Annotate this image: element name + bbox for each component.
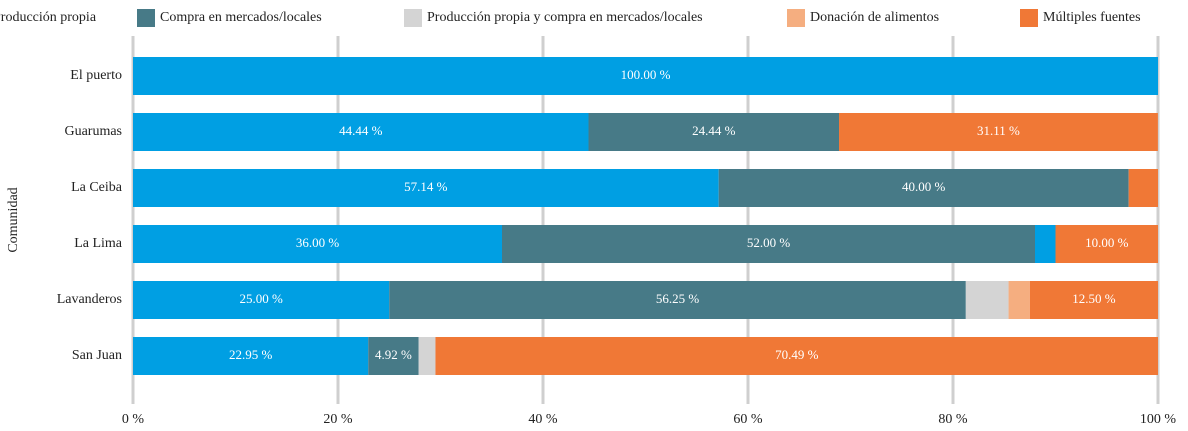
legend-swatch [1020,9,1038,27]
bar-segment [1128,169,1158,207]
y-tick-label: Lavanderos [57,292,122,307]
y-tick-label: La Lima [74,236,123,251]
x-tick-label: 0 % [122,412,145,427]
value-label: 40.00 % [902,179,946,194]
x-tick-label: 60 % [733,412,763,427]
legend-label: Donación de alimentos [810,10,939,25]
x-tick-label: 40 % [528,412,558,427]
bar-segment [389,281,966,319]
y-axis-label: Comunidad [6,187,21,252]
y-tick-label: La Ceiba [71,180,123,195]
bar-segment [1008,281,1030,319]
bar-segment [133,337,369,375]
bar-segment [368,337,419,375]
value-label: 24.44 % [692,123,736,138]
legend-swatch [787,9,805,27]
x-tick-label: 100 % [1140,412,1177,427]
bar-segment [133,281,390,319]
bar-segment [588,113,840,151]
legend-swatch [137,9,155,27]
y-tick-label: El puerto [70,68,122,83]
bar-segment [1055,225,1158,263]
bar-segment [502,225,1035,263]
value-label: 100.00 % [621,67,671,82]
value-label: 57.14 % [404,179,448,194]
value-label: 56.25 % [656,291,700,306]
value-label: 22.95 % [229,347,273,362]
legend-label: Producción propia y compra en mercados/l… [427,10,703,25]
bar-segment [133,113,589,151]
value-label: 12.50 % [1072,291,1116,306]
bar-segment [418,337,436,375]
legend-swatch [404,9,422,27]
bar-segment [718,169,1129,207]
value-label: 36.00 % [296,235,340,250]
bar-segment [839,113,1158,151]
value-label: 52.00 % [747,235,791,250]
legend-label: Múltiples fuentes [1043,10,1141,25]
value-label: 70.49 % [775,347,819,362]
bar-segment [1035,225,1056,263]
value-label: 25.00 % [239,291,283,306]
value-label: 31.11 % [977,123,1020,138]
bar-segment [435,337,1158,375]
value-label: 44.44 % [339,123,383,138]
bar-segment [133,169,719,207]
value-label: 4.92 % [375,347,412,362]
bar-segment [965,281,1009,319]
bar-segment [1029,281,1158,319]
x-tick-label: 80 % [938,412,968,427]
bar-segment [133,57,1158,95]
y-tick-label: Guarumas [64,124,122,139]
legend-label: Producción propia [0,10,97,25]
x-tick-label: 20 % [323,412,353,427]
bar-segment [133,225,502,263]
legend-label: Compra en mercados/locales [160,10,322,25]
y-tick-label: San Juan [72,348,122,363]
value-label: 10.00 % [1085,235,1129,250]
